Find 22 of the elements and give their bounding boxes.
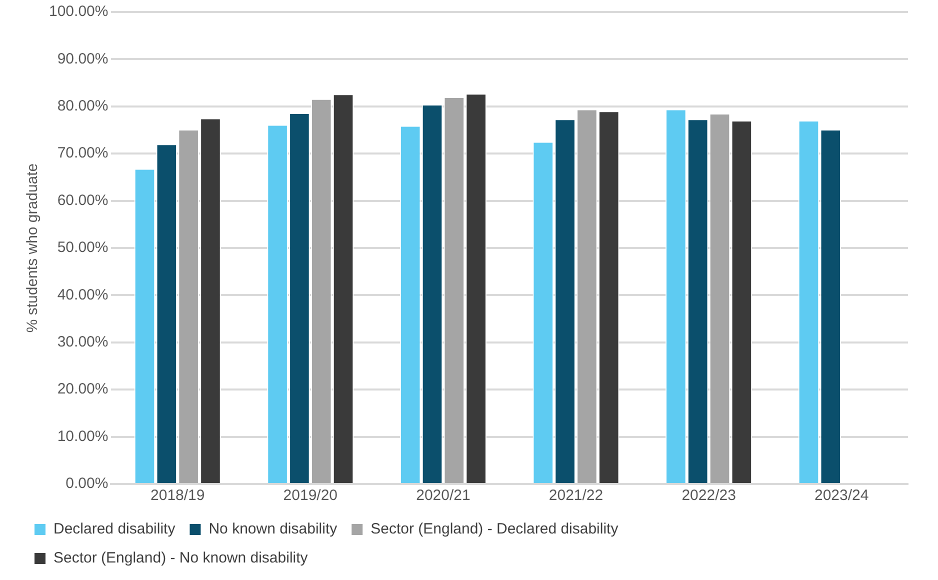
x-tick-label: 2023/24 bbox=[814, 487, 869, 504]
x-tick-label: 2018/19 bbox=[150, 487, 205, 504]
y-tick-label: 20.00% bbox=[57, 380, 108, 398]
y-tick-label: 10.00% bbox=[57, 428, 108, 445]
y-tick-label: 60.00% bbox=[57, 192, 108, 209]
y-tick-label: 90.00% bbox=[57, 50, 108, 68]
y-tick-label: 80.00% bbox=[57, 98, 108, 115]
y-tick-label: 100.00% bbox=[49, 3, 108, 20]
x-tick-label: 2019/20 bbox=[283, 487, 338, 504]
y-tick-label: 50.00% bbox=[57, 239, 108, 256]
y-axis-title: % students who graduate bbox=[24, 163, 42, 333]
x-tick-label: 2021/22 bbox=[548, 487, 604, 504]
y-tick-label: 0.00% bbox=[66, 475, 108, 492]
legend-label: Sector (England) - No known disability bbox=[54, 550, 308, 567]
x-tick-label: 2022/23 bbox=[682, 487, 736, 504]
y-tick-label: 70.00% bbox=[57, 144, 108, 162]
legend-label: Sector (England) - Declared disability bbox=[370, 520, 619, 538]
legend-label: Declared disability bbox=[54, 520, 176, 538]
y-tick-label: 40.00% bbox=[57, 286, 108, 304]
legend-label: No known disability bbox=[208, 520, 338, 538]
y-tick-label: 30.00% bbox=[57, 334, 108, 351]
x-tick-label: 2020/21 bbox=[416, 487, 470, 504]
